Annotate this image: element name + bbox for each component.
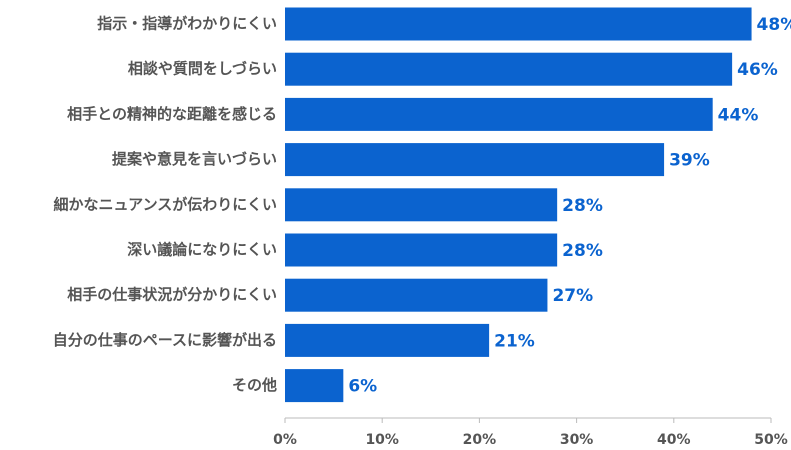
data-label: 48% bbox=[757, 15, 791, 35]
y-tick-label: 相手との精神的な距離を感じる bbox=[67, 105, 277, 123]
data-label: 46% bbox=[737, 60, 778, 80]
x-tick-label: 20% bbox=[463, 432, 497, 448]
data-label: 39% bbox=[669, 151, 710, 171]
x-tick-label: 50% bbox=[754, 432, 788, 448]
bar bbox=[285, 278, 548, 312]
bar bbox=[285, 52, 733, 86]
data-label: 28% bbox=[562, 196, 603, 216]
bar bbox=[285, 369, 344, 403]
y-tick-label: 相談や質問をしづらい bbox=[128, 60, 277, 78]
y-tick-label: 提案や意見を言いづらい bbox=[112, 150, 277, 168]
y-tick-label: 深い議論になりにくい bbox=[127, 241, 277, 259]
bar bbox=[285, 97, 713, 131]
data-label: 6% bbox=[348, 377, 377, 397]
data-label: 44% bbox=[718, 105, 759, 125]
data-label: 28% bbox=[562, 241, 603, 261]
y-tick-label: 自分の仕事のペースに影響が出る bbox=[53, 331, 277, 349]
y-tick-label: 細かなニュアンスが伝わりにくい bbox=[53, 195, 277, 213]
data-label: 27% bbox=[552, 286, 593, 306]
x-tick-label: 40% bbox=[657, 432, 691, 448]
x-tick-label: 10% bbox=[365, 432, 399, 448]
bar bbox=[285, 7, 752, 41]
y-tick-label: 指示・指導がわかりにくい bbox=[97, 15, 277, 33]
bar bbox=[285, 323, 490, 357]
y-tick-label: 相手の仕事状況が分かりにくい bbox=[67, 286, 277, 304]
x-tick-label: 0% bbox=[273, 432, 297, 448]
x-tick-label: 30% bbox=[560, 432, 594, 448]
data-label: 21% bbox=[494, 331, 535, 351]
bar bbox=[285, 143, 665, 177]
bar bbox=[285, 233, 558, 267]
bar bbox=[285, 188, 558, 222]
y-tick-label: その他 bbox=[232, 376, 277, 394]
